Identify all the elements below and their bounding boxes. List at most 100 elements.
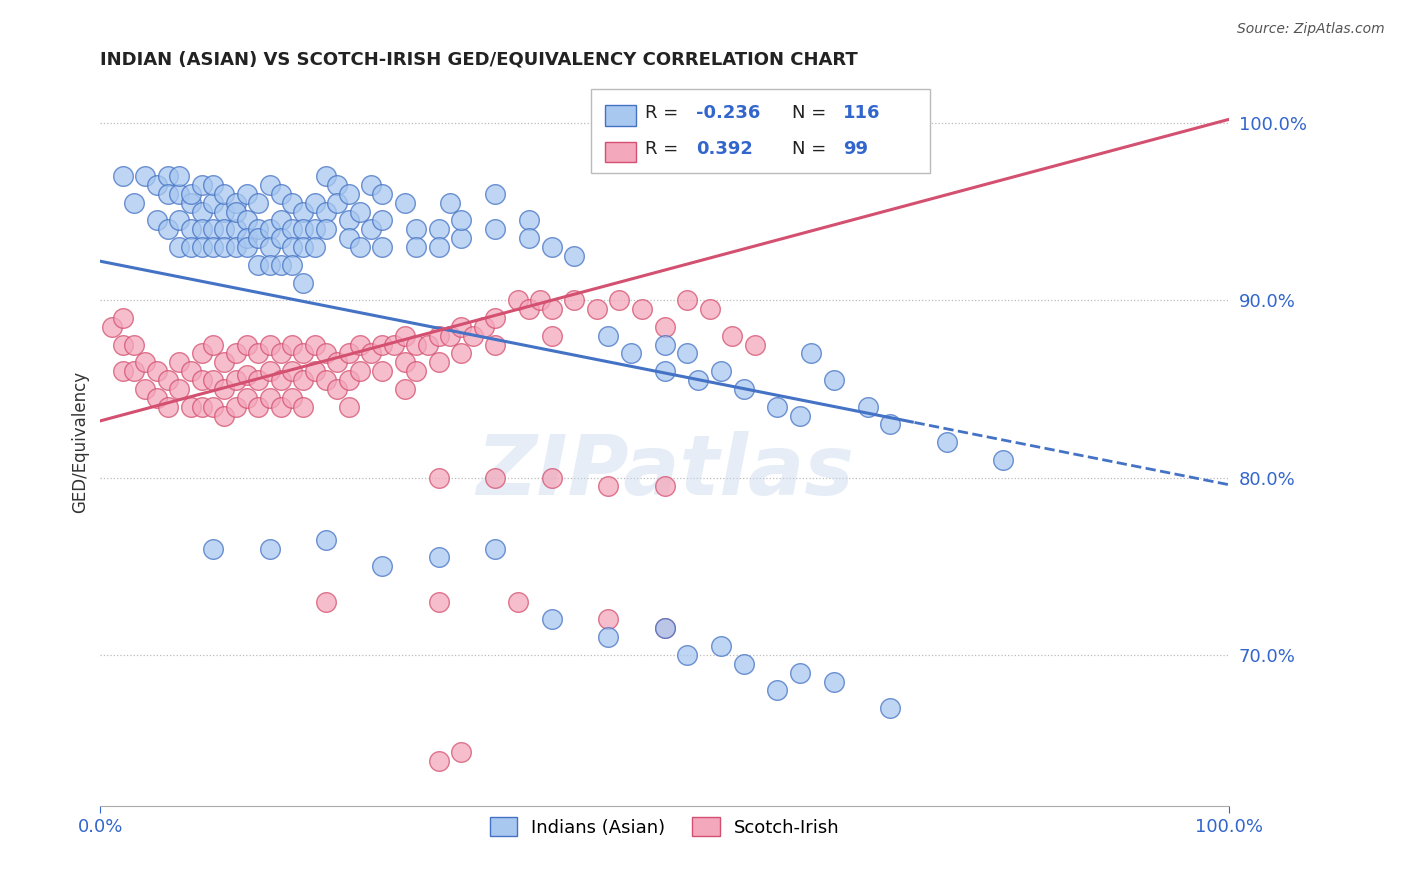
Point <box>394 382 416 396</box>
Point <box>157 169 180 183</box>
Point <box>100 319 122 334</box>
Point <box>371 213 394 227</box>
Point <box>506 293 529 308</box>
Point <box>484 186 506 201</box>
Point <box>517 302 540 317</box>
Point <box>236 240 259 254</box>
Point <box>281 364 304 378</box>
Point <box>856 400 879 414</box>
Point <box>427 240 450 254</box>
Point <box>337 373 360 387</box>
Point <box>461 328 484 343</box>
Point <box>315 346 337 360</box>
FancyBboxPatch shape <box>592 89 929 173</box>
Point <box>146 178 169 192</box>
Text: ZIPatlas: ZIPatlas <box>475 431 853 512</box>
Point <box>315 533 337 547</box>
Point <box>394 355 416 369</box>
Point <box>247 231 270 245</box>
Point <box>247 222 270 236</box>
Point <box>484 541 506 556</box>
Point <box>405 222 427 236</box>
Point <box>169 240 191 254</box>
Point <box>146 213 169 227</box>
Point <box>540 328 562 343</box>
Point <box>304 240 326 254</box>
Point <box>214 382 236 396</box>
Point <box>823 373 845 387</box>
Point <box>598 612 620 626</box>
Point <box>337 213 360 227</box>
Point <box>281 337 304 351</box>
Point <box>214 240 236 254</box>
Point <box>214 409 236 423</box>
Text: N =: N = <box>792 140 832 158</box>
Point <box>259 222 281 236</box>
Point <box>935 435 957 450</box>
Point <box>654 364 676 378</box>
Point <box>710 639 733 653</box>
Point <box>349 337 371 351</box>
Point <box>371 364 394 378</box>
Point <box>315 595 337 609</box>
Point <box>540 612 562 626</box>
Point <box>315 204 337 219</box>
Point <box>122 195 145 210</box>
Point <box>304 364 326 378</box>
Point <box>180 186 202 201</box>
Point <box>191 240 214 254</box>
Point <box>427 470 450 484</box>
Point <box>710 364 733 378</box>
Point <box>169 213 191 227</box>
Point <box>654 621 676 635</box>
Legend: Indians (Asian), Scotch-Irish: Indians (Asian), Scotch-Irish <box>482 810 846 844</box>
Point <box>247 195 270 210</box>
Point <box>191 400 214 414</box>
Point <box>598 630 620 644</box>
Point <box>191 222 214 236</box>
Point <box>281 258 304 272</box>
Point <box>360 222 382 236</box>
Point <box>259 258 281 272</box>
Point <box>766 400 789 414</box>
Point <box>214 186 236 201</box>
Point <box>360 178 382 192</box>
Text: Source: ZipAtlas.com: Source: ZipAtlas.com <box>1237 22 1385 37</box>
Point <box>225 240 247 254</box>
Point <box>405 337 427 351</box>
Point <box>472 319 495 334</box>
Point <box>236 337 259 351</box>
Point <box>326 382 349 396</box>
Point <box>202 195 225 210</box>
Point <box>247 400 270 414</box>
FancyBboxPatch shape <box>605 142 637 162</box>
Point <box>202 222 225 236</box>
Point <box>225 373 247 387</box>
Point <box>225 346 247 360</box>
Point <box>450 746 472 760</box>
Point <box>676 346 699 360</box>
Point <box>259 541 281 556</box>
Point <box>823 674 845 689</box>
Point <box>270 213 292 227</box>
Point <box>292 346 315 360</box>
Point <box>202 373 225 387</box>
Point <box>315 222 337 236</box>
Point <box>450 231 472 245</box>
Point <box>315 373 337 387</box>
Point <box>733 657 755 671</box>
Point <box>259 337 281 351</box>
Point <box>191 204 214 219</box>
Point <box>789 665 811 680</box>
Y-axis label: GED/Equivalency: GED/Equivalency <box>72 371 89 513</box>
Point <box>122 337 145 351</box>
Point <box>169 382 191 396</box>
Point <box>270 373 292 387</box>
Point <box>609 293 631 308</box>
Point <box>405 240 427 254</box>
Point <box>157 400 180 414</box>
Point <box>180 222 202 236</box>
Point <box>484 470 506 484</box>
Point <box>326 178 349 192</box>
Point <box>304 337 326 351</box>
